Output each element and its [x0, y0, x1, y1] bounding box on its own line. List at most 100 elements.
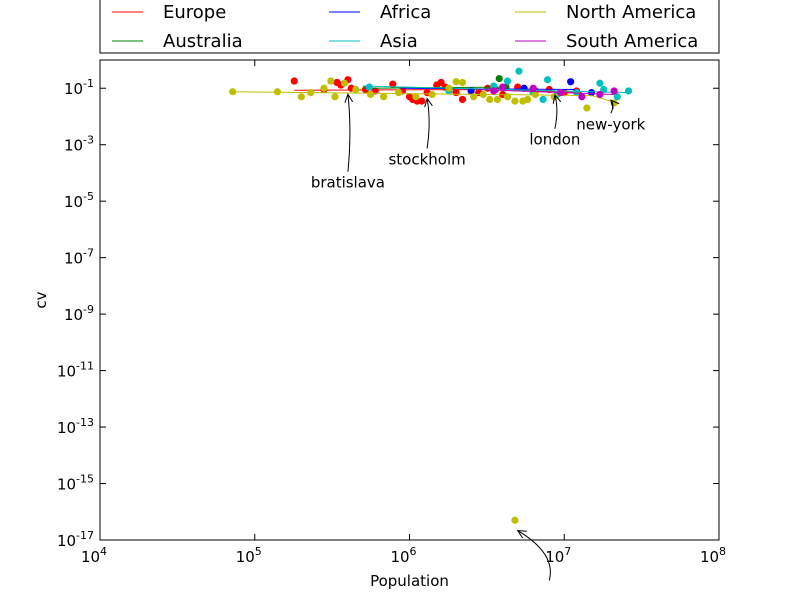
- series-south-america: [478, 83, 618, 101]
- series-line-north-america: [232, 91, 618, 104]
- x-tick-label: 106: [390, 545, 416, 566]
- annotation-arrow-head: [344, 93, 354, 103]
- legend-label: Africa: [380, 2, 431, 23]
- data-point-north-america: [583, 104, 591, 112]
- x-tick-label: 105: [236, 545, 262, 566]
- data-point-europe: [452, 89, 460, 97]
- annotation-arrow-head: [610, 99, 620, 110]
- annotation-label: new-york: [576, 115, 645, 133]
- annotation-arrow: [426, 98, 430, 149]
- y-tick-label: 10-11: [57, 360, 94, 381]
- data-point-north-america: [331, 93, 339, 101]
- data-point-north-america: [511, 97, 519, 105]
- series-north-america: [229, 77, 618, 524]
- data-point-north-america: [511, 516, 519, 524]
- series-layer: [229, 67, 633, 524]
- y-tick-label: 10-1: [64, 77, 94, 98]
- data-point-europe: [437, 78, 445, 87]
- data-point-asia: [503, 77, 512, 85]
- x-tick-label: 108: [700, 545, 726, 566]
- data-point-north-america: [452, 78, 460, 86]
- data-point-south-america: [529, 84, 537, 92]
- annotation-arrow-head: [424, 97, 433, 108]
- legend-label: Europe: [163, 2, 226, 23]
- legend-label: South America: [566, 31, 698, 52]
- data-point-north-america: [297, 93, 305, 101]
- data-point-north-america: [493, 95, 502, 104]
- data-point-south-america: [578, 93, 586, 101]
- data-point-asia: [543, 76, 552, 84]
- data-point-north-america: [458, 78, 467, 87]
- annotation-bratislava: bratislava: [311, 93, 385, 192]
- data-point-north-america: [229, 88, 237, 96]
- data-point-asia: [515, 67, 523, 75]
- data-point-north-america: [470, 93, 478, 101]
- annotation-label: london: [529, 131, 580, 149]
- data-point-europe: [389, 80, 397, 88]
- legend-item-north-america: North America: [515, 2, 696, 23]
- legend-label: Australia: [163, 31, 243, 52]
- data-point-asia: [613, 93, 621, 101]
- data-point-north-america: [503, 93, 512, 101]
- annotation-arrow: [347, 94, 351, 172]
- annotation-arrow: [517, 530, 551, 581]
- data-point-north-america: [479, 90, 487, 99]
- data-point-south-america: [490, 87, 498, 95]
- legend-item-africa: Africa: [329, 2, 431, 23]
- y-tick-label: 10-13: [57, 416, 94, 437]
- legend-item-south-america: South America: [515, 31, 698, 52]
- y-tick-label: 10-15: [57, 473, 94, 494]
- legend-item-europe: Europe: [112, 2, 226, 23]
- data-point-asia: [572, 89, 581, 97]
- data-point-asia: [600, 85, 608, 94]
- data-point-north-america: [428, 90, 436, 99]
- annotation-arrow-head: [552, 93, 562, 104]
- data-point-north-america: [327, 77, 335, 85]
- data-point-north-america: [445, 84, 453, 92]
- data-point-north-america: [340, 79, 349, 87]
- annotation: [516, 529, 551, 581]
- data-point-north-america: [394, 89, 403, 97]
- data-point-south-america: [499, 83, 507, 91]
- data-point-north-america: [273, 88, 281, 96]
- annotation-label: stockholm: [388, 150, 465, 168]
- y-tick-label: 10-3: [64, 134, 94, 155]
- annotation-arrow-head: [516, 529, 527, 539]
- legend-label: Asia: [380, 31, 418, 52]
- x-axis-label: Population: [370, 572, 449, 590]
- data-point-south-america: [557, 89, 565, 97]
- data-point-south-america: [610, 87, 618, 95]
- legend-item-australia: Australia: [112, 31, 243, 52]
- data-point-africa: [567, 78, 575, 86]
- data-point-europe: [418, 97, 426, 105]
- legend: Europe Australia Africa Asia North America So…: [99, 0, 720, 54]
- data-point-north-america: [412, 93, 420, 101]
- annotation-new-york: new-york: [576, 99, 646, 133]
- data-point-north-america: [320, 84, 328, 92]
- data-point-north-america: [379, 93, 388, 101]
- legend-label: North America: [566, 2, 696, 23]
- data-point-europe: [290, 77, 298, 85]
- data-point-north-america: [352, 85, 360, 94]
- data-point-australia: [495, 74, 503, 83]
- y-tick-label: 10-7: [64, 247, 94, 268]
- x-tick-label: 104: [81, 545, 107, 566]
- axis-ticks: 104 105 106 107 108 10-17 10-15 10-13 10-11 10-9 1…: [57, 60, 726, 566]
- data-point-africa: [587, 89, 596, 97]
- data-point-north-america: [366, 90, 375, 99]
- y-tick-label: 10-17: [57, 529, 94, 550]
- data-point-asia: [490, 82, 498, 90]
- data-point-north-america: [486, 95, 494, 104]
- y-axis-label: cv: [32, 291, 50, 308]
- annotation-london: london: [529, 93, 580, 149]
- annotation-stockholm: stockholm: [388, 97, 466, 168]
- data-point-asia: [539, 95, 547, 104]
- data-point-north-america: [524, 95, 532, 104]
- data-point-asia: [365, 83, 373, 91]
- y-tick-label: 10-5: [64, 190, 94, 211]
- data-point-north-america: [531, 90, 539, 99]
- data-point-asia: [624, 87, 633, 95]
- data-point-asia: [596, 79, 604, 87]
